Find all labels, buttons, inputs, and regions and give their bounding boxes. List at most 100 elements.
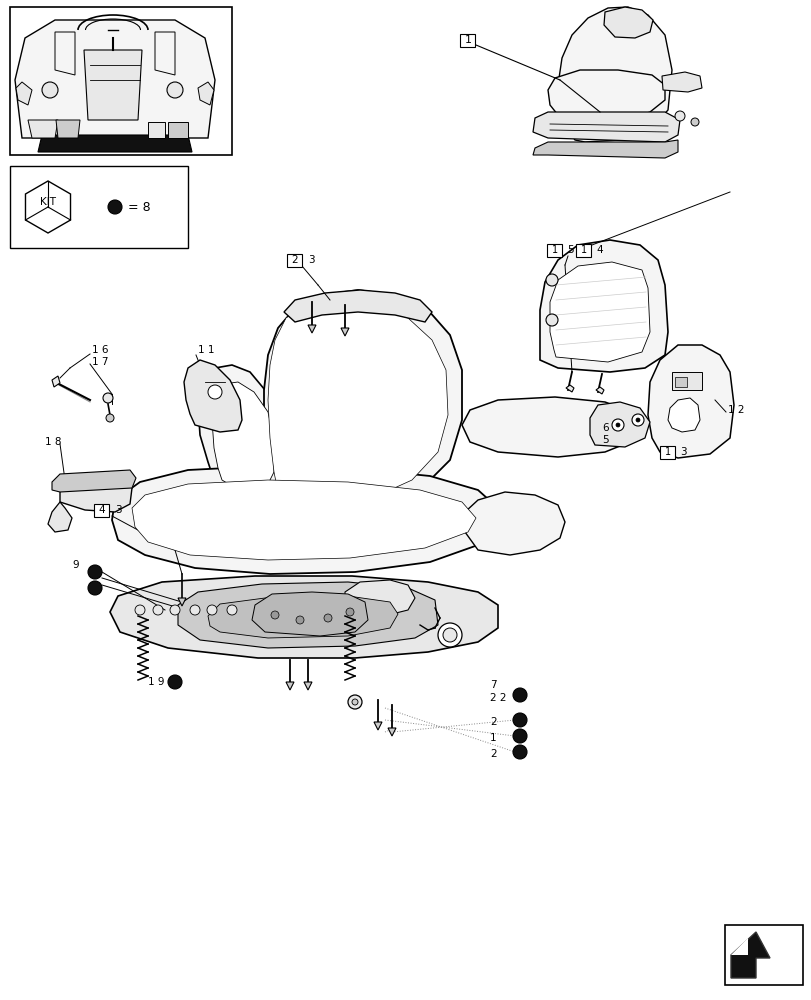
Polygon shape xyxy=(52,470,135,492)
Circle shape xyxy=(324,614,332,622)
Circle shape xyxy=(513,745,526,759)
Text: 2 2: 2 2 xyxy=(489,693,506,703)
Text: 5: 5 xyxy=(601,435,608,445)
Bar xyxy=(724,925,802,985)
Circle shape xyxy=(437,623,461,647)
Circle shape xyxy=(88,565,102,579)
Polygon shape xyxy=(590,402,649,447)
Polygon shape xyxy=(549,262,649,362)
Polygon shape xyxy=(307,325,315,333)
Circle shape xyxy=(674,111,684,121)
Polygon shape xyxy=(155,32,175,75)
Circle shape xyxy=(345,608,354,616)
Text: = 8: = 8 xyxy=(128,201,150,214)
Polygon shape xyxy=(730,938,747,955)
Polygon shape xyxy=(148,122,165,138)
Bar xyxy=(460,34,475,47)
Polygon shape xyxy=(84,50,142,120)
Bar xyxy=(94,504,109,516)
Text: 7: 7 xyxy=(489,680,496,690)
Polygon shape xyxy=(374,722,381,730)
Polygon shape xyxy=(251,592,367,636)
Circle shape xyxy=(208,385,221,399)
Polygon shape xyxy=(268,300,448,505)
Polygon shape xyxy=(539,240,667,372)
Polygon shape xyxy=(60,472,132,512)
Circle shape xyxy=(443,628,457,642)
Polygon shape xyxy=(532,112,679,142)
Circle shape xyxy=(616,423,620,427)
Bar xyxy=(547,243,562,256)
Text: 1 9: 1 9 xyxy=(148,677,165,687)
Polygon shape xyxy=(109,576,497,658)
Bar xyxy=(10,166,188,248)
Polygon shape xyxy=(15,20,215,138)
Polygon shape xyxy=(284,290,431,322)
Text: 1 6: 1 6 xyxy=(92,345,109,355)
Circle shape xyxy=(635,418,639,422)
Circle shape xyxy=(106,414,114,422)
Polygon shape xyxy=(208,596,397,638)
Text: 4: 4 xyxy=(99,505,105,515)
Text: 3: 3 xyxy=(115,505,122,515)
Circle shape xyxy=(611,419,623,431)
Polygon shape xyxy=(647,345,733,458)
Polygon shape xyxy=(661,72,702,92)
Text: 1: 1 xyxy=(551,245,557,255)
Circle shape xyxy=(207,605,217,615)
Bar xyxy=(10,7,232,155)
Circle shape xyxy=(631,414,643,426)
Text: 4: 4 xyxy=(595,245,602,255)
Bar xyxy=(672,372,702,390)
Polygon shape xyxy=(603,7,652,38)
Circle shape xyxy=(42,82,58,98)
Text: 6: 6 xyxy=(601,423,608,433)
Polygon shape xyxy=(198,365,281,508)
Polygon shape xyxy=(16,82,32,105)
Circle shape xyxy=(513,713,526,727)
Circle shape xyxy=(169,605,180,615)
Circle shape xyxy=(103,393,113,403)
Circle shape xyxy=(690,118,698,126)
Bar xyxy=(287,253,303,266)
Text: 2: 2 xyxy=(489,749,496,759)
Polygon shape xyxy=(547,70,664,122)
Circle shape xyxy=(88,581,102,595)
Polygon shape xyxy=(198,82,214,105)
Polygon shape xyxy=(461,397,639,457)
Polygon shape xyxy=(595,387,603,394)
Circle shape xyxy=(271,611,279,619)
Polygon shape xyxy=(264,290,461,512)
Text: 2: 2 xyxy=(291,255,298,265)
Text: 1: 1 xyxy=(489,733,496,743)
Circle shape xyxy=(296,616,303,624)
Polygon shape xyxy=(212,382,273,492)
Circle shape xyxy=(135,605,145,615)
Text: 1: 1 xyxy=(664,447,670,457)
Text: 3: 3 xyxy=(679,447,686,457)
Polygon shape xyxy=(178,582,437,648)
Text: 9: 9 xyxy=(72,560,79,570)
Circle shape xyxy=(545,274,557,286)
Polygon shape xyxy=(55,32,75,75)
Polygon shape xyxy=(285,682,294,690)
Text: 1 8: 1 8 xyxy=(45,437,62,447)
Bar xyxy=(674,377,686,387)
Text: 1 2: 1 2 xyxy=(727,405,744,415)
Text: 5: 5 xyxy=(566,245,573,255)
Bar xyxy=(576,243,590,256)
Polygon shape xyxy=(28,120,58,138)
Circle shape xyxy=(513,688,526,702)
Text: 1 7: 1 7 xyxy=(92,357,109,367)
Polygon shape xyxy=(345,580,414,615)
Polygon shape xyxy=(52,376,60,387)
Polygon shape xyxy=(56,120,80,138)
Circle shape xyxy=(167,82,182,98)
Bar xyxy=(659,446,675,458)
Polygon shape xyxy=(38,135,191,152)
Polygon shape xyxy=(25,181,71,233)
Polygon shape xyxy=(303,682,311,690)
Polygon shape xyxy=(132,480,475,560)
Polygon shape xyxy=(48,502,72,532)
Polygon shape xyxy=(730,932,769,978)
